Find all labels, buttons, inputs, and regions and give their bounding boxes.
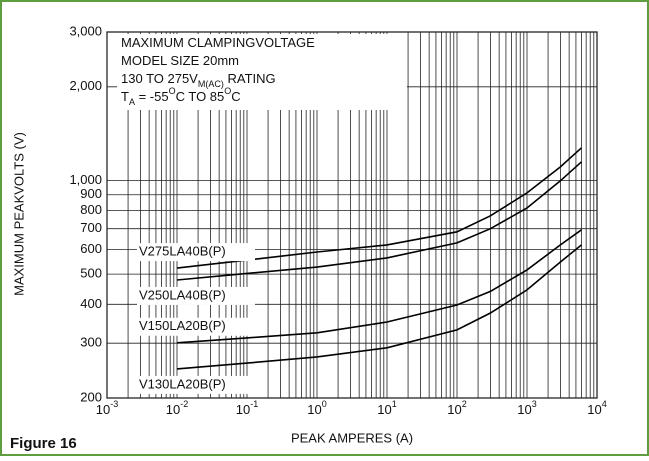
y-tick-label: 900 <box>80 186 102 201</box>
annotation: 130 TO 275VM(AC) RATING <box>121 71 276 89</box>
x-tick-base: 10 <box>447 402 461 417</box>
x-tick-base: 10 <box>587 402 601 417</box>
x-tick-label: 103 <box>517 399 536 417</box>
x-tick-label: 10-1 <box>236 399 258 417</box>
y-tick-label: 300 <box>80 335 102 350</box>
series-label: V250LA40B(P) <box>139 287 226 302</box>
series-label: V275LA40B(P) <box>139 244 226 259</box>
x-tick-exponent: 4 <box>602 399 607 409</box>
annotation: MAXIMUM CLAMPINGVOLTAGE <box>121 35 315 50</box>
series-label: V150LA20B(P) <box>139 318 226 333</box>
y-tick-label: 2,000 <box>69 78 102 93</box>
x-tick-label: 10-3 <box>96 399 118 417</box>
series-label: V130LA20B(P) <box>139 376 226 391</box>
x-tick-exponent: -1 <box>250 399 258 409</box>
x-tick-exponent: 2 <box>462 399 467 409</box>
y-tick-label: 3,000 <box>69 23 102 38</box>
x-tick-exponent: -2 <box>180 399 188 409</box>
x-axis-label: PEAK AMPERES (A) <box>291 430 413 445</box>
y-tick-label: 800 <box>80 202 102 217</box>
annotation: MODEL SIZE 20mm <box>121 53 239 68</box>
y-tick-label: 500 <box>80 266 102 281</box>
series-line <box>176 147 583 269</box>
series-label-backdrop <box>137 243 255 262</box>
series-label-backdrop <box>137 375 255 394</box>
annotation-segment: 130 TO 275V <box>121 71 198 86</box>
x-tick-label: 10-2 <box>166 399 188 417</box>
annotation-segment: O <box>224 86 231 96</box>
x-tick-exponent: -3 <box>110 399 118 409</box>
x-tick-exponent: 0 <box>322 399 327 409</box>
x-tick-base: 10 <box>377 402 391 417</box>
figure-label: Figure 16 <box>10 435 77 452</box>
annotation: TA = -55OC TO 85OC <box>121 86 241 107</box>
series-line <box>176 244 583 370</box>
x-tick-base: 10 <box>307 402 321 417</box>
annotation-segment: C <box>231 89 240 104</box>
x-tick-label: 104 <box>587 399 606 417</box>
annotation-backdrop <box>117 34 407 110</box>
x-tick-base: 10 <box>236 402 250 417</box>
annotation-segment: A <box>129 97 135 107</box>
y-axis-label: MAXIMUM PEAKVOLTS (V) <box>11 132 26 296</box>
annotation-segment: O <box>169 86 176 96</box>
x-tick-exponent: 1 <box>392 399 397 409</box>
y-tick-label: 600 <box>80 241 102 256</box>
y-tick-label: 700 <box>80 220 102 235</box>
y-tick-label: 1,000 <box>69 172 102 187</box>
annotation-segment: = -55 <box>135 89 169 104</box>
x-tick-label: 102 <box>447 399 466 417</box>
series-label-backdrop <box>137 317 255 336</box>
x-tick-label: 101 <box>377 399 396 417</box>
annotation-segment: C TO 85 <box>176 89 225 104</box>
annotation-segment: MODEL SIZE 20mm <box>121 53 239 68</box>
annotation-segment: M(AC) <box>198 79 224 89</box>
x-tick-label: 100 <box>307 399 326 417</box>
series-label-backdrop <box>137 286 255 305</box>
x-tick-base: 10 <box>96 402 110 417</box>
grid <box>106 31 598 399</box>
y-tick-label: 400 <box>80 296 102 311</box>
curves <box>137 147 583 394</box>
series-line <box>176 161 583 281</box>
x-tick-exponent: 3 <box>532 399 537 409</box>
x-tick-base: 10 <box>517 402 531 417</box>
annotation-segment: RATING <box>224 71 276 86</box>
annotation-segment: MAXIMUM CLAMPINGVOLTAGE <box>121 35 315 50</box>
annotation-segment: T <box>121 89 129 104</box>
y-tick-label: 200 <box>80 389 102 404</box>
x-tick-base: 10 <box>166 402 180 417</box>
series-line <box>176 229 582 344</box>
